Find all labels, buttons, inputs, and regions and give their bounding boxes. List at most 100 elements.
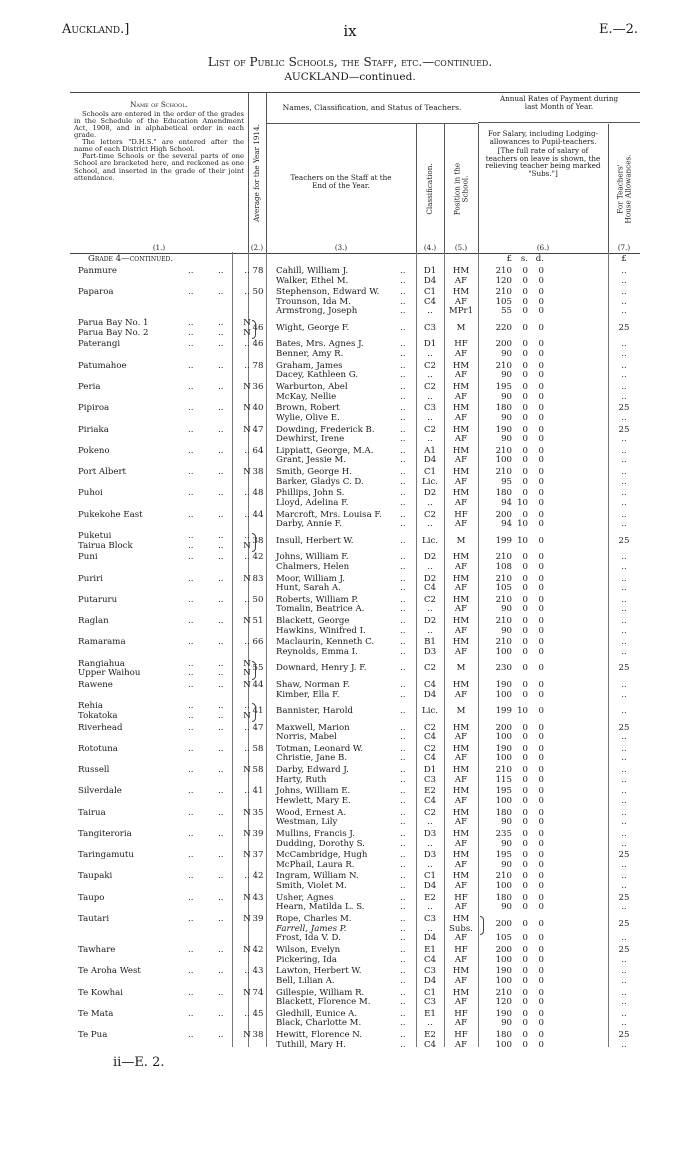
salary-pence: 0 bbox=[538, 403, 544, 414]
salary-shillings: 0 bbox=[522, 509, 528, 520]
leader-dots: .. bbox=[400, 850, 406, 861]
leader-dots: .. bbox=[400, 498, 406, 509]
salary-shillings: 0 bbox=[522, 663, 528, 674]
leader-dots: .. bbox=[188, 1008, 194, 1019]
salary-shillings: 10 bbox=[517, 535, 528, 546]
position: HM bbox=[452, 573, 470, 584]
teacher-name: Lippiatt, George, M.A. bbox=[276, 445, 374, 456]
salary-shillings: 0 bbox=[522, 902, 528, 913]
leader-dots: .. bbox=[188, 339, 194, 350]
leader-dots: .. bbox=[400, 403, 406, 414]
salary-shillings: 0 bbox=[522, 859, 528, 870]
classification: Lic. bbox=[422, 476, 438, 487]
salary-pence: 0 bbox=[538, 370, 544, 381]
salary-pounds: 235 bbox=[495, 828, 512, 839]
school-group: Parua Bay No. 1.... N Parua Bay No. 2.... N… bbox=[70, 318, 640, 340]
school-row: Panmure...... bbox=[70, 266, 270, 277]
position: AF bbox=[454, 391, 468, 402]
school-name: Rehia bbox=[78, 701, 103, 712]
native-school-mark: N bbox=[243, 382, 251, 393]
average-attendance: 42 bbox=[252, 871, 264, 882]
leader-dots: .. bbox=[188, 488, 194, 499]
salary-pence: 0 bbox=[538, 663, 544, 674]
house-allowance: .. bbox=[621, 1039, 627, 1050]
salary-pence: 0 bbox=[538, 807, 544, 818]
position: HM bbox=[452, 424, 470, 435]
classification: C3 bbox=[423, 322, 437, 333]
house-allowance: .. bbox=[621, 604, 627, 615]
leader-dots: .. bbox=[400, 467, 406, 478]
school-name: Riverhead bbox=[78, 722, 123, 733]
native-school-mark: N bbox=[243, 424, 251, 435]
teacher-row: Grant, Jessie M... D4 AF 100 0 0.. bbox=[70, 456, 640, 466]
school-row: Te Mata...... bbox=[70, 1008, 270, 1020]
leader-dots: .. bbox=[400, 594, 406, 605]
teacher-row: Smith, Violet M... D4 AF 100 0 0.. bbox=[70, 881, 640, 892]
leader-dots: .. bbox=[400, 519, 406, 530]
school-name: Puketui bbox=[78, 530, 112, 541]
native-school-mark: .. bbox=[244, 594, 250, 605]
school-name: Patumahoe bbox=[78, 360, 127, 371]
school-row: Tairua.... N bbox=[70, 807, 270, 819]
teacher-row: Benner, Amy R..... AF 90 0 0.. bbox=[70, 349, 640, 360]
table-body: Grade 4—continued. £ s. d. £ Panmure....… bbox=[70, 254, 640, 1052]
salary-shillings: 0 bbox=[522, 552, 528, 563]
page-subtitle: AUCKLAND—continued. bbox=[284, 71, 416, 83]
school-name: Te Kowhai bbox=[78, 987, 124, 998]
position: AF bbox=[454, 753, 468, 764]
teacher-row: Lippiatt, George, M.A... A1 HM 210 0 0.. bbox=[70, 445, 640, 457]
school-name: Tairua Block bbox=[78, 540, 133, 551]
leader-dots: .. bbox=[218, 786, 224, 797]
position: MPr1 bbox=[448, 306, 474, 317]
leader-dots: .. bbox=[188, 424, 194, 435]
school-row: Putaruru...... bbox=[70, 594, 270, 606]
leader-dots: .. bbox=[218, 327, 224, 338]
school-row: Raglan.... N bbox=[70, 617, 270, 627]
salary-shillings: 0 bbox=[522, 871, 528, 882]
school-group: Te Kowhai.... N 74 Gillespie, William R... C… bbox=[70, 987, 640, 1008]
leader-dots: .. bbox=[400, 424, 406, 435]
house-allowance: .. bbox=[621, 1018, 627, 1029]
teacher-name: Brown, Robert bbox=[276, 403, 340, 414]
salary-pounds: 190 bbox=[495, 424, 512, 435]
house-allowance: .. bbox=[621, 349, 627, 360]
salary-shillings: 0 bbox=[522, 382, 528, 393]
school-name: Taupo bbox=[78, 892, 105, 903]
house-allowance: .. bbox=[621, 637, 627, 648]
salary-shillings: 0 bbox=[522, 616, 528, 627]
leader-dots: .. bbox=[218, 722, 224, 733]
leader-dots: .. bbox=[188, 637, 194, 648]
position: HF bbox=[454, 1008, 468, 1019]
house-allowance: 25 bbox=[618, 1030, 630, 1041]
school-row: Patumahoe...... bbox=[70, 360, 270, 372]
native-school-mark: N bbox=[243, 467, 251, 478]
average-attendance: 47 bbox=[252, 424, 264, 435]
leader-dots: .. bbox=[400, 445, 406, 456]
classification: C2 bbox=[423, 722, 437, 733]
school-name: Tokatoka bbox=[78, 710, 118, 721]
native-school-mark: N bbox=[243, 892, 251, 903]
average-attendance: 43 bbox=[252, 966, 264, 977]
classification: C2 bbox=[423, 663, 437, 674]
school-group: Taupaki...... 42 Ingram, William N... C1 HM 2… bbox=[70, 872, 640, 891]
salary-shillings: 0 bbox=[522, 1008, 528, 1019]
teacher-row: Kimber, Ella F... D4 AF 100 0 0.. bbox=[70, 690, 640, 701]
position: Subs. bbox=[448, 923, 474, 934]
salary-pence: 0 bbox=[538, 646, 544, 657]
salary-pounds: 55 bbox=[501, 306, 512, 317]
leader-dots: .. bbox=[188, 318, 194, 329]
average-attendance: 36 bbox=[252, 382, 264, 393]
leader-dots: .. bbox=[218, 807, 224, 818]
teacher-row: Lawton, Herbert W... C3 HM 190 0 0.. bbox=[70, 967, 640, 977]
teacher-name: Dewhirst, Irene bbox=[276, 434, 345, 445]
leader-dots: .. bbox=[218, 892, 224, 903]
house-allowance: 25 bbox=[618, 850, 630, 861]
salary-shillings: 0 bbox=[522, 561, 528, 572]
page-footer: ii—E. 2. bbox=[113, 1055, 165, 1070]
leader-dots: .. bbox=[188, 287, 194, 298]
salary-pence: 0 bbox=[538, 838, 544, 849]
leader-dots: .. bbox=[400, 795, 406, 806]
position: HM bbox=[452, 488, 470, 499]
position: AF bbox=[454, 412, 468, 423]
school-group: Taringamutu.... N 37 McCambridge, Hugh.. D3 H… bbox=[70, 851, 640, 870]
